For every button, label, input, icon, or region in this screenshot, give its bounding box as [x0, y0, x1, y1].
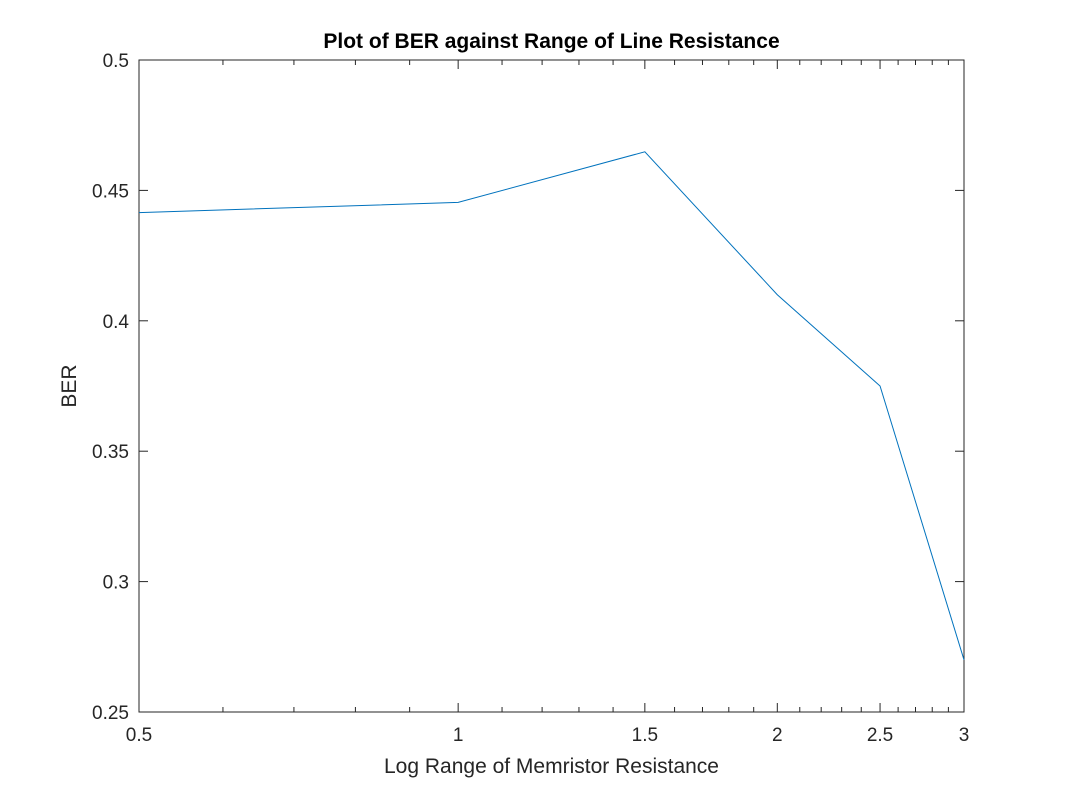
x-tick-label: 2	[772, 725, 783, 746]
y-tick-label: 0.5	[103, 51, 129, 72]
x-tick-label: 2.5	[867, 725, 893, 746]
y-tick-label: 0.35	[92, 442, 129, 463]
chart-title: Plot of BER against Range of Line Resist…	[323, 30, 779, 53]
x-axis-ticks: 0.5 1 1.5 2 2.5 3	[126, 60, 970, 746]
y-axis-label: BER	[58, 364, 81, 407]
minor-ticks	[222, 60, 949, 712]
y-tick-label: 0.3	[103, 573, 129, 594]
x-axis-label: Log Range of Memristor Resistance	[384, 755, 719, 778]
series-line	[138, 151, 965, 660]
x-tick-label: 3	[959, 725, 970, 746]
plot-area	[138, 59, 965, 713]
x-tick-label: 1.5	[632, 725, 658, 746]
y-tick-label: 0.45	[92, 181, 129, 202]
y-axis-ticks: 0.25 0.3 0.35 0.4 0.45 0.5	[92, 51, 964, 724]
y-tick-label: 0.4	[103, 312, 130, 333]
x-tick-label: 0.5	[126, 725, 152, 746]
y-tick-label: 0.25	[92, 703, 129, 724]
x-tick-label: 1	[453, 725, 464, 746]
